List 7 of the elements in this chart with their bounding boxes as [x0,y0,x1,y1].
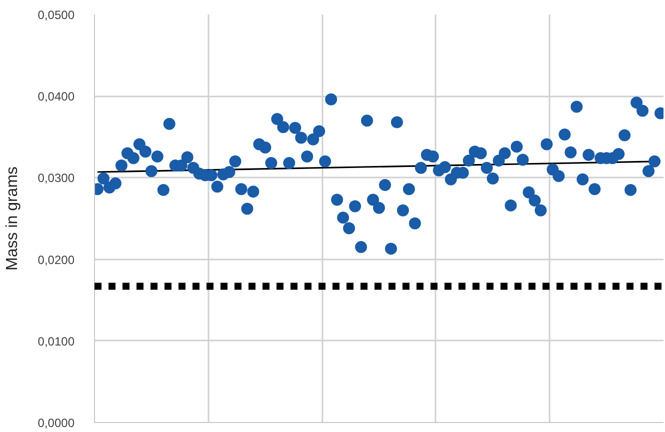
y-tick-label: 0,0100 [38,334,75,348]
y-tick-label: 0,0400 [38,90,75,104]
y-tick-label: 0,0000 [38,416,75,430]
y-tick-label: 0,0300 [38,171,75,186]
y-tick-label: 0,0500 [38,8,75,22]
y-tick-label: 0,0200 [38,252,75,267]
y-axis-title: Mass in grams [4,166,21,271]
